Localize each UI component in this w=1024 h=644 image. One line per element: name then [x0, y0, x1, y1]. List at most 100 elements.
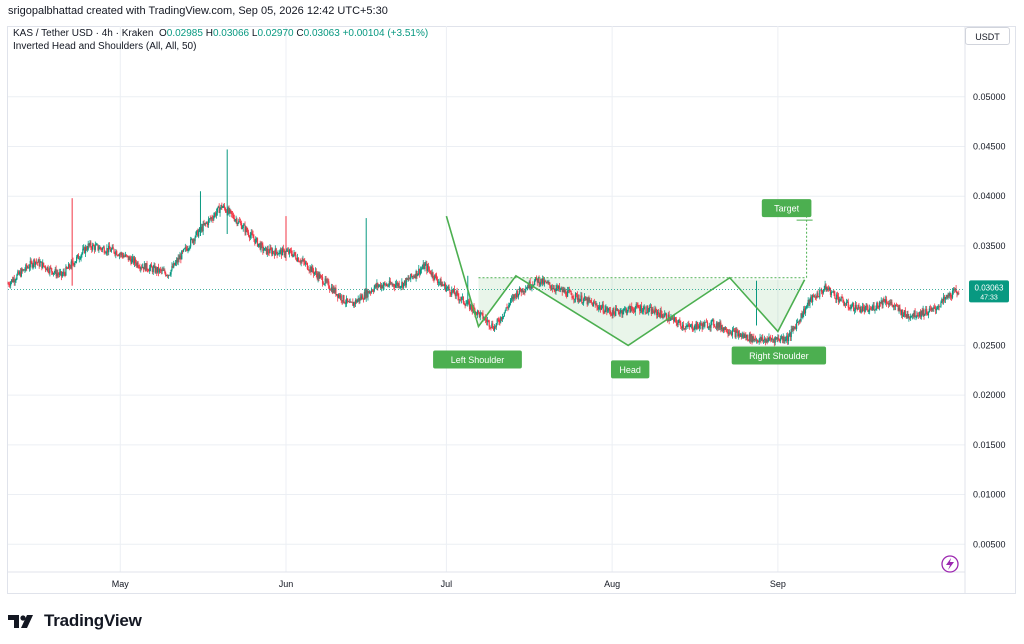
candle-body: [786, 335, 788, 340]
candle-body: [446, 287, 448, 289]
candle-body: [56, 273, 58, 276]
candle-body: [779, 338, 782, 342]
candle-body: [128, 257, 130, 261]
candle-body: [382, 285, 384, 289]
candle-body: [911, 314, 914, 316]
candle-body: [150, 264, 153, 268]
candle-body: [902, 315, 905, 317]
candle-body: [594, 302, 596, 305]
candle-body: [906, 314, 908, 318]
candle-body: [792, 327, 794, 330]
candle-body: [397, 283, 399, 286]
candle-body: [892, 304, 894, 307]
tradingview-logo[interactable]: TradingView: [8, 610, 142, 632]
low-value: 0.02970: [257, 28, 294, 39]
candle-body: [682, 324, 685, 329]
candle-body: [167, 275, 169, 277]
candle-body: [32, 264, 34, 267]
candle-body: [595, 304, 597, 306]
candle-body: [408, 278, 410, 280]
candle-body: [558, 286, 561, 290]
close-label: C: [296, 28, 304, 39]
candle-body: [100, 248, 103, 250]
candle-body: [236, 219, 238, 225]
candle-body: [133, 258, 136, 264]
y-tick-label: 0.04500: [973, 141, 1006, 151]
candle-body: [912, 314, 914, 317]
last-price-value: 0.03063: [975, 283, 1004, 292]
candle-body: [8, 283, 10, 285]
candle-body: [464, 304, 466, 306]
candle-body: [166, 275, 168, 276]
candle-body: [444, 283, 447, 291]
candle-body: [33, 259, 35, 265]
candle-body: [606, 307, 608, 312]
candle-body: [640, 305, 642, 311]
y-tick-label: 0.00500: [973, 539, 1006, 549]
candle-body: [955, 288, 957, 292]
candle-body: [681, 324, 684, 329]
candle-body: [787, 335, 789, 341]
x-tick-label: May: [112, 579, 130, 589]
candle-body: [865, 306, 867, 308]
candle-body: [878, 302, 881, 308]
candle-body: [942, 298, 944, 301]
x-tick-label: Jun: [279, 579, 294, 589]
candle-body: [109, 249, 112, 252]
candle-body: [274, 248, 276, 256]
candle-body: [550, 288, 553, 289]
currency-button[interactable]: USDT: [965, 27, 1010, 45]
candle-body: [288, 249, 291, 254]
chart-frame[interactable]: [7, 26, 1016, 594]
candle-body: [568, 290, 570, 292]
candle-body: [815, 297, 817, 299]
candle-body: [7, 283, 9, 285]
candle-body: [265, 247, 268, 255]
candle-body: [604, 309, 606, 313]
candle-body: [308, 270, 310, 271]
candle-body: [790, 329, 792, 338]
symbol-name[interactable]: KAS / Tether USD · 4h · Kraken: [13, 28, 154, 39]
candle-body: [642, 308, 644, 312]
candle-body: [261, 243, 263, 245]
candle-body: [34, 259, 36, 265]
indicator-legend[interactable]: Inverted Head and Shoulders (All, All, 5…: [13, 41, 197, 52]
candle-body: [289, 249, 292, 251]
pattern-lines[interactable]: [8, 214, 965, 347]
candle-body: [599, 305, 601, 308]
candle-body: [952, 289, 955, 291]
candle-body: [169, 274, 171, 276]
right-shoulder-label: Right Shoulder: [749, 351, 809, 361]
candle-body: [877, 306, 880, 308]
candle-body: [661, 313, 663, 318]
open-label: O: [159, 28, 167, 39]
candle-body: [797, 321, 799, 323]
candle-body: [582, 302, 584, 304]
candle-body: [853, 303, 855, 311]
candle-body: [293, 252, 295, 255]
candle-body: [787, 336, 790, 341]
candle-body: [185, 247, 187, 249]
candle-body: [452, 289, 454, 292]
candle-body: [723, 327, 726, 330]
candle-body: [752, 336, 754, 342]
candle-body: [798, 320, 800, 323]
candle-body: [463, 302, 465, 305]
candle-body: [139, 267, 141, 269]
candle-body: [693, 329, 695, 330]
candle-body: [255, 238, 257, 244]
candle-body: [358, 298, 360, 301]
candle-body: [103, 247, 105, 253]
candle-body: [761, 337, 763, 341]
candle-body: [549, 282, 551, 286]
candle-body: [296, 259, 298, 262]
candle-body: [756, 339, 758, 342]
candle-body: [824, 284, 826, 289]
candle-body: [584, 296, 587, 301]
candle-body: [22, 269, 24, 271]
candle-body: [10, 279, 13, 283]
candle-body: [302, 259, 304, 261]
candle-body: [287, 250, 289, 252]
candle-body: [305, 262, 308, 264]
